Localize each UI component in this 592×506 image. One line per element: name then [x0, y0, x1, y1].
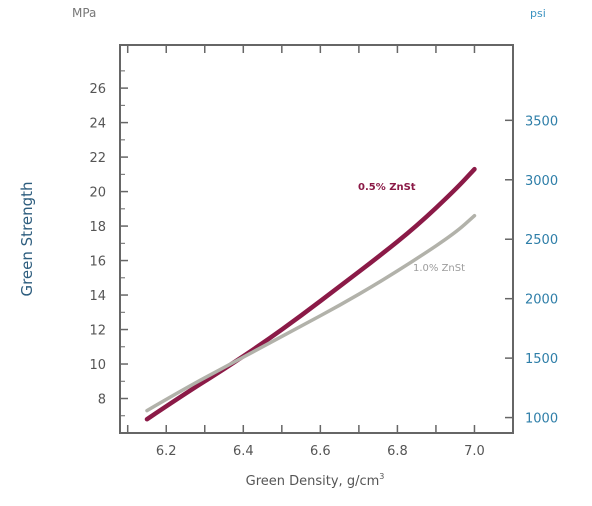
y-axis-label: Green Strength — [18, 181, 36, 296]
x-axis-label-superscript: 3 — [379, 472, 384, 481]
x-tick-marks — [126, 45, 476, 433]
plot-frame — [119, 44, 514, 434]
y-left-tick-label: 24 — [89, 117, 106, 132]
series-line-znst-0-5 — [144, 166, 477, 422]
x-tick-label: 6.8 — [387, 444, 408, 459]
y-left-tick-label: 8 — [98, 393, 106, 408]
y-left-tick-label: 20 — [89, 186, 106, 201]
y-left-tick-label: 16 — [89, 255, 106, 270]
series-label-znst-1-0: 1.0% ZnSt — [413, 263, 465, 274]
series-lines — [144, 166, 477, 422]
x-tick-label: 6.6 — [310, 444, 331, 459]
y-left-tick-label: 10 — [89, 358, 106, 373]
y-left-tick-marks — [120, 70, 128, 417]
y-right-tick-label: 1000 — [525, 412, 558, 427]
y-left-tick-label: 18 — [89, 220, 106, 235]
x-tick-label: 6.4 — [233, 444, 254, 459]
x-tick-label: 6.2 — [156, 444, 177, 459]
y-left-tick-label: 22 — [89, 151, 106, 166]
series-line-znst-1-0 — [145, 213, 477, 413]
chart-texts: 6.2 6.4 6.6 6.8 7.0 8 10 12 14 16 18 20 22 24 26 1000 15… — [18, 6, 558, 489]
y-right-tick-label: 3500 — [525, 114, 558, 129]
x-tick-label: 7.0 — [464, 444, 485, 459]
y-right-tick-label: 1500 — [525, 352, 558, 367]
y-right-tick-marks — [505, 119, 513, 419]
y-left-unit: MPa — [72, 6, 96, 20]
y-left-tick-label: 12 — [89, 324, 106, 339]
y-right-tick-label: 2000 — [525, 293, 558, 308]
x-axis-label-text: Green Density, g/cm — [246, 474, 380, 489]
series-label-znst-0-5: 0.5% ZnSt — [358, 182, 416, 193]
y-right-unit: psi — [530, 7, 546, 20]
y-right-tick-label: 2500 — [525, 233, 558, 248]
x-axis-label: Green Density, g/cm3 — [246, 472, 385, 489]
y-left-tick-label: 26 — [89, 82, 106, 97]
y-right-tick-label: 3000 — [525, 174, 558, 189]
y-left-tick-label: 14 — [89, 289, 106, 304]
